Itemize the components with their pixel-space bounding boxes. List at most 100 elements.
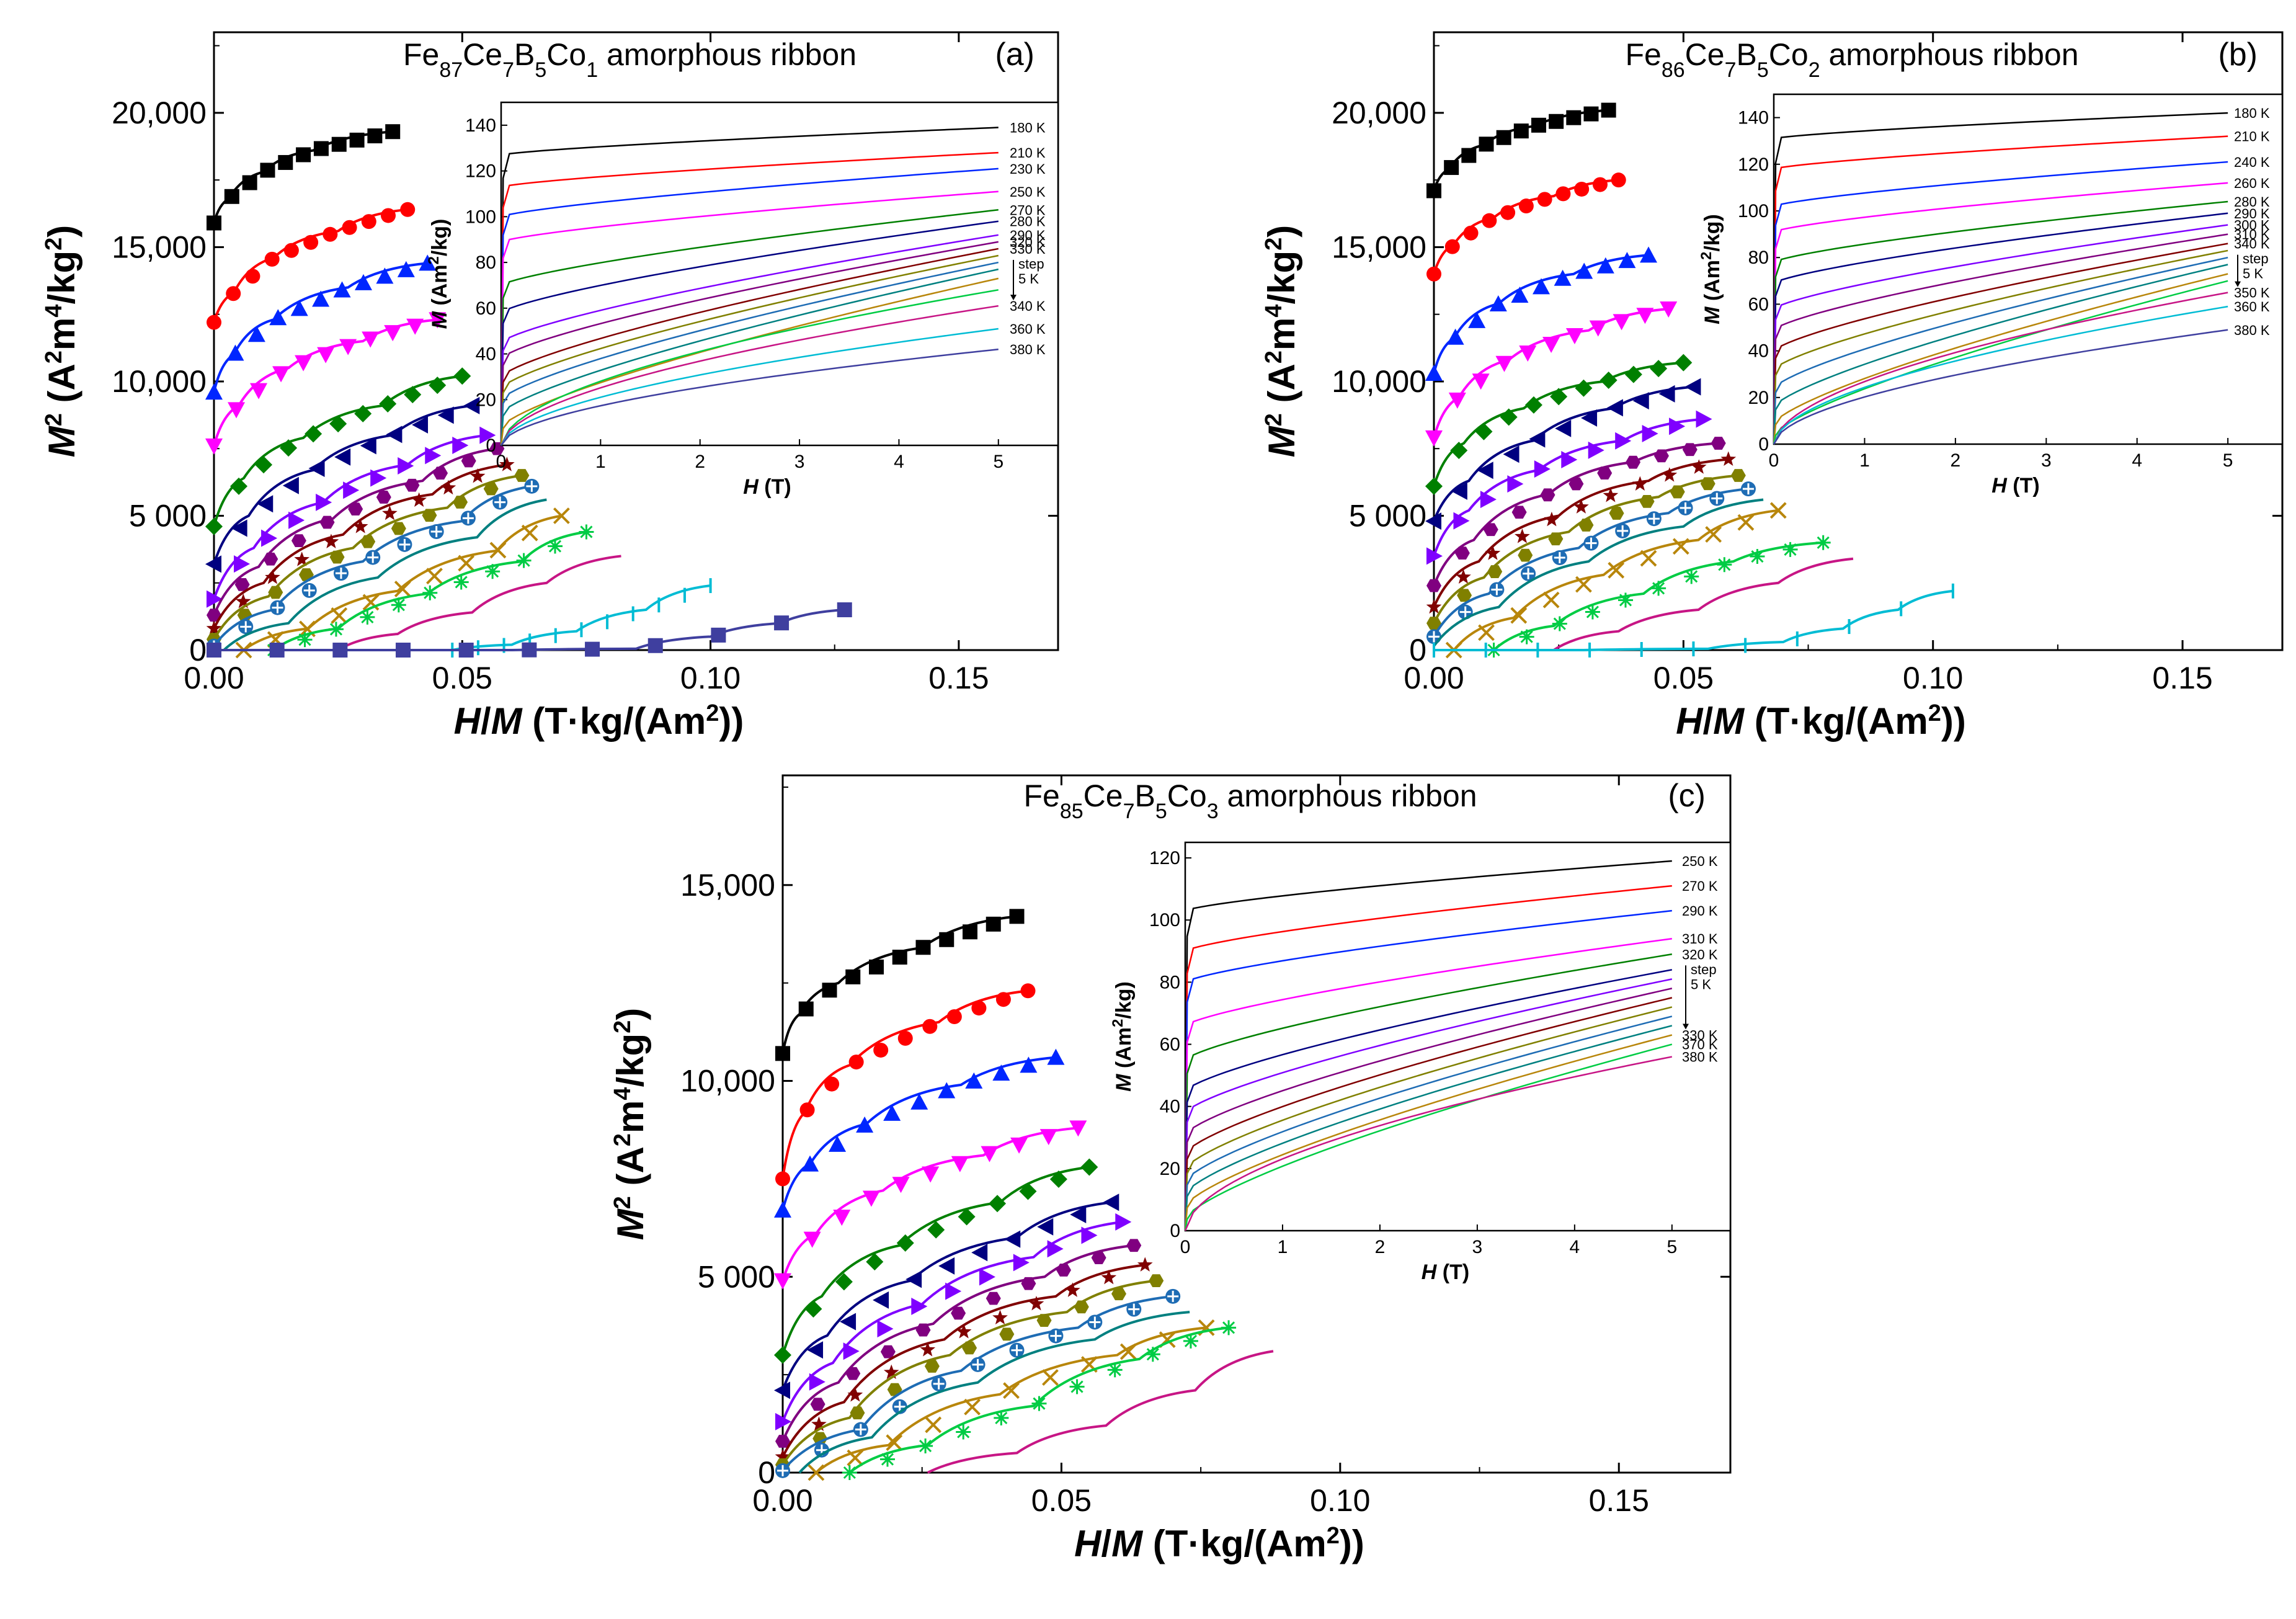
data-point xyxy=(1483,523,1498,537)
x-tick-label: 0.05 xyxy=(1031,1483,1092,1518)
data-point xyxy=(334,448,351,466)
data-point xyxy=(1080,1158,1098,1176)
data-point xyxy=(963,924,978,940)
series-line xyxy=(243,514,562,651)
data-point xyxy=(1561,451,1578,469)
y-tick-label: 15,000 xyxy=(680,868,775,903)
data-point xyxy=(1450,442,1468,460)
data-point xyxy=(1589,320,1607,337)
panel-label: (a) xyxy=(995,37,1035,73)
x-tick-label: 0.00 xyxy=(752,1483,812,1518)
data-point xyxy=(1711,437,1726,450)
data-point xyxy=(231,519,247,537)
data-point xyxy=(1691,459,1707,474)
data-point xyxy=(265,569,280,584)
inset-legend-label: 290 K xyxy=(1010,228,1046,243)
data-point xyxy=(853,1422,868,1437)
data-point xyxy=(384,325,402,342)
data-point xyxy=(1489,582,1505,597)
data-point xyxy=(848,1055,864,1070)
y-tick-label: 0 xyxy=(189,633,207,667)
data-point xyxy=(1039,1129,1057,1146)
data-point xyxy=(521,524,538,542)
data-point xyxy=(847,1387,863,1402)
data-point xyxy=(294,551,310,566)
data-point xyxy=(404,478,420,492)
data-point xyxy=(1609,507,1624,520)
inset-legend-label: 380 K xyxy=(1682,1050,1718,1065)
series-line xyxy=(213,484,532,647)
inset-legend-label: 260 K xyxy=(2234,176,2270,191)
data-point xyxy=(1081,1226,1098,1244)
data-point xyxy=(886,1434,903,1452)
data-point xyxy=(1003,1382,1020,1399)
data-point xyxy=(1555,186,1571,202)
data-point xyxy=(810,1398,825,1411)
inset-curve xyxy=(500,289,999,446)
panel-title: Fe86Ce7B5Co2 amorphous ribbon xyxy=(1625,37,2078,82)
data-point xyxy=(329,550,345,564)
inset-legend-label: 270 K xyxy=(1010,202,1046,218)
inset-y-tick-label: 60 xyxy=(1748,294,1769,314)
data-point xyxy=(323,226,338,242)
data-point xyxy=(332,643,348,658)
data-point xyxy=(1009,909,1025,924)
data-point xyxy=(1566,110,1582,125)
data-point xyxy=(234,555,251,573)
data-point xyxy=(1640,550,1657,567)
x-axis-label: H/M (T·kg/(Am2)) xyxy=(454,700,744,742)
data-point xyxy=(1542,591,1560,609)
x-axis-label: H/M (T·kg/(Am2)) xyxy=(1074,1523,1364,1564)
data-point xyxy=(1740,481,1756,497)
data-point xyxy=(845,1367,861,1380)
inset-legend-label: 270 K xyxy=(1682,878,1718,894)
inset-legend-label: 310 K xyxy=(2234,227,2270,243)
data-point xyxy=(282,476,299,494)
data-point xyxy=(775,1171,790,1187)
panel-label: (b) xyxy=(2218,37,2258,73)
data-point xyxy=(1650,360,1668,378)
data-point xyxy=(958,1208,976,1226)
data-point xyxy=(376,491,391,504)
step-arrow-head xyxy=(2235,281,2241,287)
data-point xyxy=(809,1373,825,1391)
data-point xyxy=(425,447,442,465)
data-point xyxy=(382,505,398,520)
inset-legend-label: 370 K xyxy=(1682,1037,1718,1053)
data-point xyxy=(833,1210,851,1226)
inset-curve xyxy=(1184,1006,1673,1231)
inset-y-tick-label: 140 xyxy=(1738,108,1769,128)
data-point xyxy=(1426,183,1441,198)
data-point xyxy=(808,1464,825,1481)
data-point xyxy=(939,932,954,947)
inset-curve xyxy=(1184,1025,1673,1231)
data-point xyxy=(1020,983,1036,999)
data-point xyxy=(1583,106,1599,122)
inset-x-tick-label: 0 xyxy=(1769,450,1779,471)
inset-y-tick-label: 80 xyxy=(1748,248,1769,268)
data-point xyxy=(905,1270,922,1288)
data-point xyxy=(280,439,298,457)
data-point xyxy=(360,437,376,455)
data-point xyxy=(873,1042,889,1058)
data-point xyxy=(1101,1269,1117,1285)
data-point xyxy=(579,524,594,540)
data-point xyxy=(1049,1170,1067,1188)
data-point xyxy=(1426,617,1441,630)
data-point xyxy=(971,1001,987,1016)
inset-x-label: H (T) xyxy=(743,475,791,499)
data-point xyxy=(1662,467,1678,482)
data-point xyxy=(269,643,285,658)
data-point xyxy=(775,1448,791,1464)
step-arrow-head xyxy=(1010,295,1017,301)
data-point xyxy=(1603,487,1619,502)
inset-x-tick-label: 3 xyxy=(2041,450,2052,471)
data-point xyxy=(548,538,563,554)
data-point xyxy=(352,519,368,533)
series-line xyxy=(1433,498,1764,647)
data-point xyxy=(397,537,412,552)
data-point xyxy=(269,309,287,326)
inset-legend-label: 230 K xyxy=(1010,161,1046,177)
data-point xyxy=(880,1345,896,1358)
data-point xyxy=(1145,1347,1160,1362)
